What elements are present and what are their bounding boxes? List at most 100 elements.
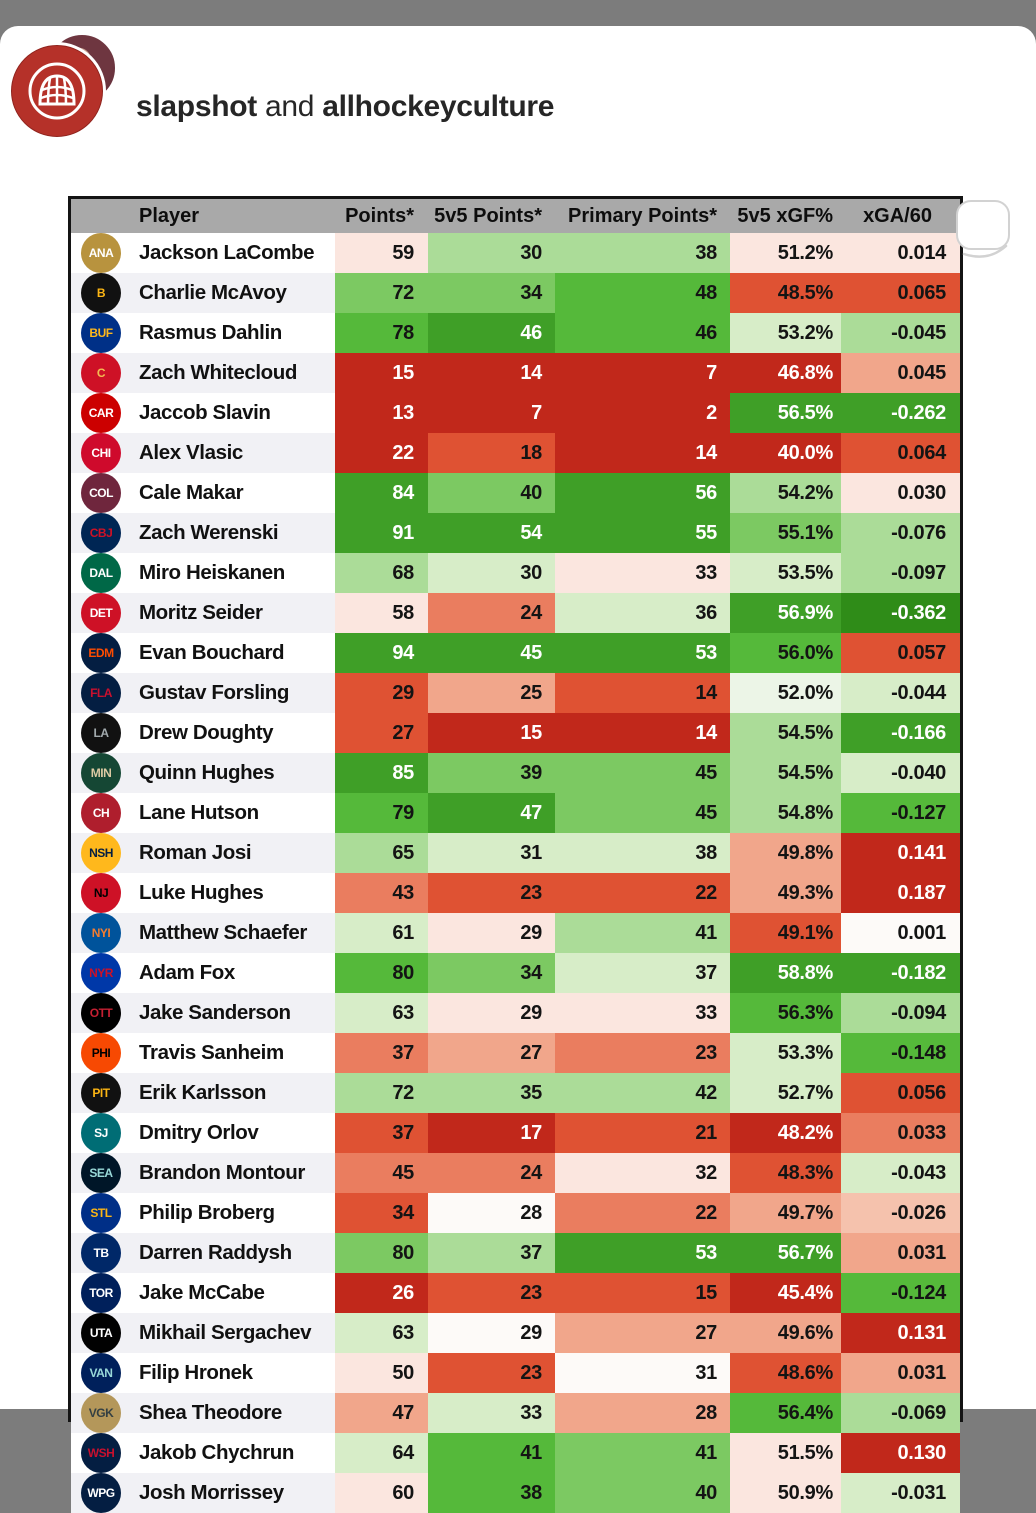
author-connector: and [256,90,323,123]
stat-cell: 0.141 [841,833,960,873]
stat-cell: -0.045 [841,313,960,353]
table-row: CBJ Zach Werenski 91 54 55 55.1% -0.076 [71,513,960,553]
stat-cell: 85 [335,753,428,793]
player-name-cell: Darren Raddysh [131,1233,335,1273]
table-row: UTA Mikhail Sergachev 63 29 27 49.6% 0.131 [71,1313,960,1353]
pittsburgh-penguins-logo: PIT [81,1073,121,1113]
stat-cell: 58 [335,593,428,633]
colorado-avalanche-logo: COL [81,473,121,513]
stat-cell: 23 [428,1353,555,1393]
stat-cell: 37 [555,953,730,993]
table-row: VAN Filip Hronek 50 23 31 48.6% 0.031 [71,1353,960,1393]
player-name: Jake McCabe [139,1281,265,1304]
montreal-canadiens-logo: CH [81,793,121,833]
table-row: DET Moritz Seider 58 24 36 56.9% -0.362 [71,593,960,633]
stat-cell: 33 [555,553,730,593]
stat-cell: 26 [335,1273,428,1313]
team-logo-cell: FLA [71,673,131,713]
avatar-stack[interactable] [8,32,120,140]
stat-cell: 0.065 [841,273,960,313]
stat-cell: 34 [335,1193,428,1233]
player-name-cell: Dmitry Orlov [131,1113,335,1153]
stat-cell: 49.1% [730,913,841,953]
stat-cell: 42 [555,1073,730,1113]
chicago-blackhawks-logo: CHI [81,433,121,473]
stat-cell: 30 [428,553,555,593]
player-name-cell: Lane Hutson [131,793,335,833]
stat-cell: 14 [555,673,730,713]
table-row: CAR Jaccob Slavin 13 7 2 56.5% -0.262 [71,393,960,433]
table-row: LA Drew Doughty 27 15 14 54.5% -0.166 [71,713,960,753]
author-allhockeyculture[interactable]: allhockeyculture [322,90,555,123]
player-name-cell: Jakob Chychrun [131,1433,335,1473]
stat-cell: 72 [335,1073,428,1113]
stat-cell: -0.040 [841,753,960,793]
stat-cell: 22 [335,433,428,473]
team-logo-cell: EDM [71,633,131,673]
table-row: EDM Evan Bouchard 94 45 53 56.0% 0.057 [71,633,960,673]
player-name-cell: Jackson LaCombe [131,233,335,273]
stat-cell: 41 [428,1433,555,1473]
stat-cell: 23 [428,873,555,913]
stat-cell: 55.1% [730,513,841,553]
stat-cell: 53 [555,633,730,673]
team-logo-cell: BUF [71,313,131,353]
stat-cell: 55 [555,513,730,553]
stat-cell: 14 [555,433,730,473]
stat-cell: 36 [555,593,730,633]
player-name-cell: Erik Karlsson [131,1073,335,1113]
stat-cell: 50.9% [730,1473,841,1513]
new-jersey-devils-logo: NJ [81,873,121,913]
team-logo-cell: MIN [71,753,131,793]
post-header: slapshot and allhockeyculture [0,26,1036,166]
table-row: TOR Jake McCabe 26 23 15 45.4% -0.124 [71,1273,960,1313]
stat-cell: 51.5% [730,1433,841,1473]
stat-cell: 0.045 [841,353,960,393]
stat-cell: 48.3% [730,1153,841,1193]
stat-cell: 0.030 [841,473,960,513]
player-name: Dmitry Orlov [139,1121,259,1144]
boston-bruins-logo: B [81,273,121,313]
table-row: OTT Jake Sanderson 63 29 33 56.3% -0.094 [71,993,960,1033]
stat-cell: 45.4% [730,1273,841,1313]
stat-cell: 13 [335,393,428,433]
sticker-tail-icon [962,244,1008,258]
stat-cell: 29 [428,1313,555,1353]
stat-cell: -0.069 [841,1393,960,1433]
player-name: Alex Vlasic [139,441,243,464]
player-name: Luke Hughes [139,881,264,904]
stat-cell: 23 [555,1033,730,1073]
team-logo-cell: UTA [71,1313,131,1353]
stat-cell: 29 [428,913,555,953]
tampa-bay-lightning-logo: TB [81,1233,121,1273]
player-name-cell: Jaccob Slavin [131,393,335,433]
stat-cell: 22 [555,1193,730,1233]
table-row: MIN Quinn Hughes 85 39 45 54.5% -0.040 [71,753,960,793]
slapshot-avatar[interactable] [8,42,106,140]
stat-cell: 49.7% [730,1193,841,1233]
player-name: Cale Makar [139,481,244,504]
stat-cell: 53.3% [730,1033,841,1073]
nashville-predators-logo: NSH [81,833,121,873]
player-name-cell: Philip Broberg [131,1193,335,1233]
table-row: BUF Rasmus Dahlin 78 46 46 53.2% -0.045 [71,313,960,353]
vegas-golden-knights-logo: VGK [81,1393,121,1433]
author-slapshot[interactable]: slapshot [136,90,257,123]
stat-cell: 49.3% [730,873,841,913]
stat-cell: 37 [428,1233,555,1273]
sticker-bubble[interactable] [956,200,1010,250]
player-name: Roman Josi [139,841,252,864]
los-angeles-kings-logo: LA [81,713,121,753]
stat-cell: 27 [555,1313,730,1353]
stat-cell: 29 [428,993,555,1033]
team-logo-cell: NYI [71,913,131,953]
table-row: SEA Brandon Montour 45 24 32 48.3% -0.043 [71,1153,960,1193]
stat-cell: 56.3% [730,993,841,1033]
stat-cell: 47 [428,793,555,833]
stat-cell: 34 [428,953,555,993]
player-name-cell: Evan Bouchard [131,633,335,673]
stat-cell: 65 [335,833,428,873]
stat-cell: 24 [428,593,555,633]
stat-cell: 54.8% [730,793,841,833]
player-name-cell: Zach Werenski [131,513,335,553]
